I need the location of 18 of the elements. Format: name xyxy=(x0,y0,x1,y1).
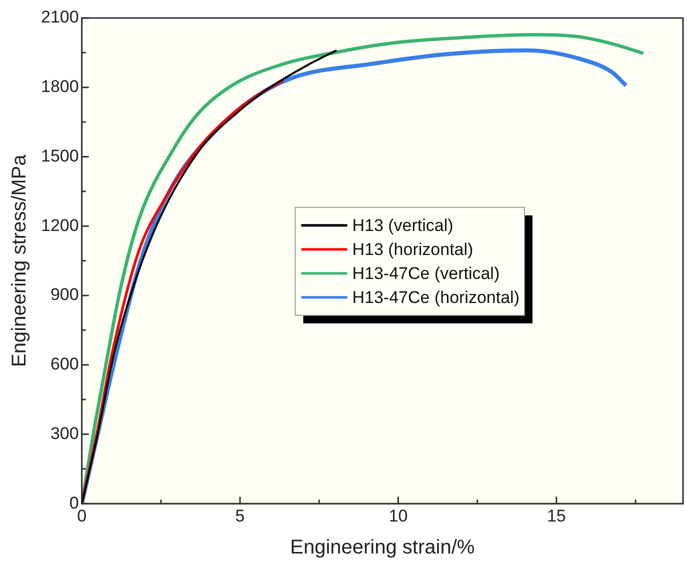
legend-label: H13-47Ce (horizontal) xyxy=(352,288,520,308)
x-tick-label: 15 xyxy=(546,506,566,526)
line-series xyxy=(82,49,338,504)
y-tick-label: 1800 xyxy=(40,77,79,96)
y-tick-label: 1200 xyxy=(40,216,79,235)
y-tick-label: 600 xyxy=(50,354,79,374)
x-tick-label: 10 xyxy=(388,506,408,526)
legend-label: H13 (horizontal) xyxy=(352,240,474,260)
y-tick-label: 2100 xyxy=(40,8,79,27)
legend-label: H13 (vertical) xyxy=(352,216,454,236)
y-tick-label: 300 xyxy=(50,424,79,443)
x-axis-title: Engineering strain/% xyxy=(290,536,475,559)
y-tick-label: 900 xyxy=(50,285,79,304)
y-axis-title: Engineering stress/MPa xyxy=(8,154,31,367)
x-tick-label: 5 xyxy=(235,506,245,526)
legend-label: H13-47Ce (vertical) xyxy=(352,264,500,284)
y-tick-label: 1500 xyxy=(40,146,79,166)
y-tick-label: 0 xyxy=(69,493,79,512)
